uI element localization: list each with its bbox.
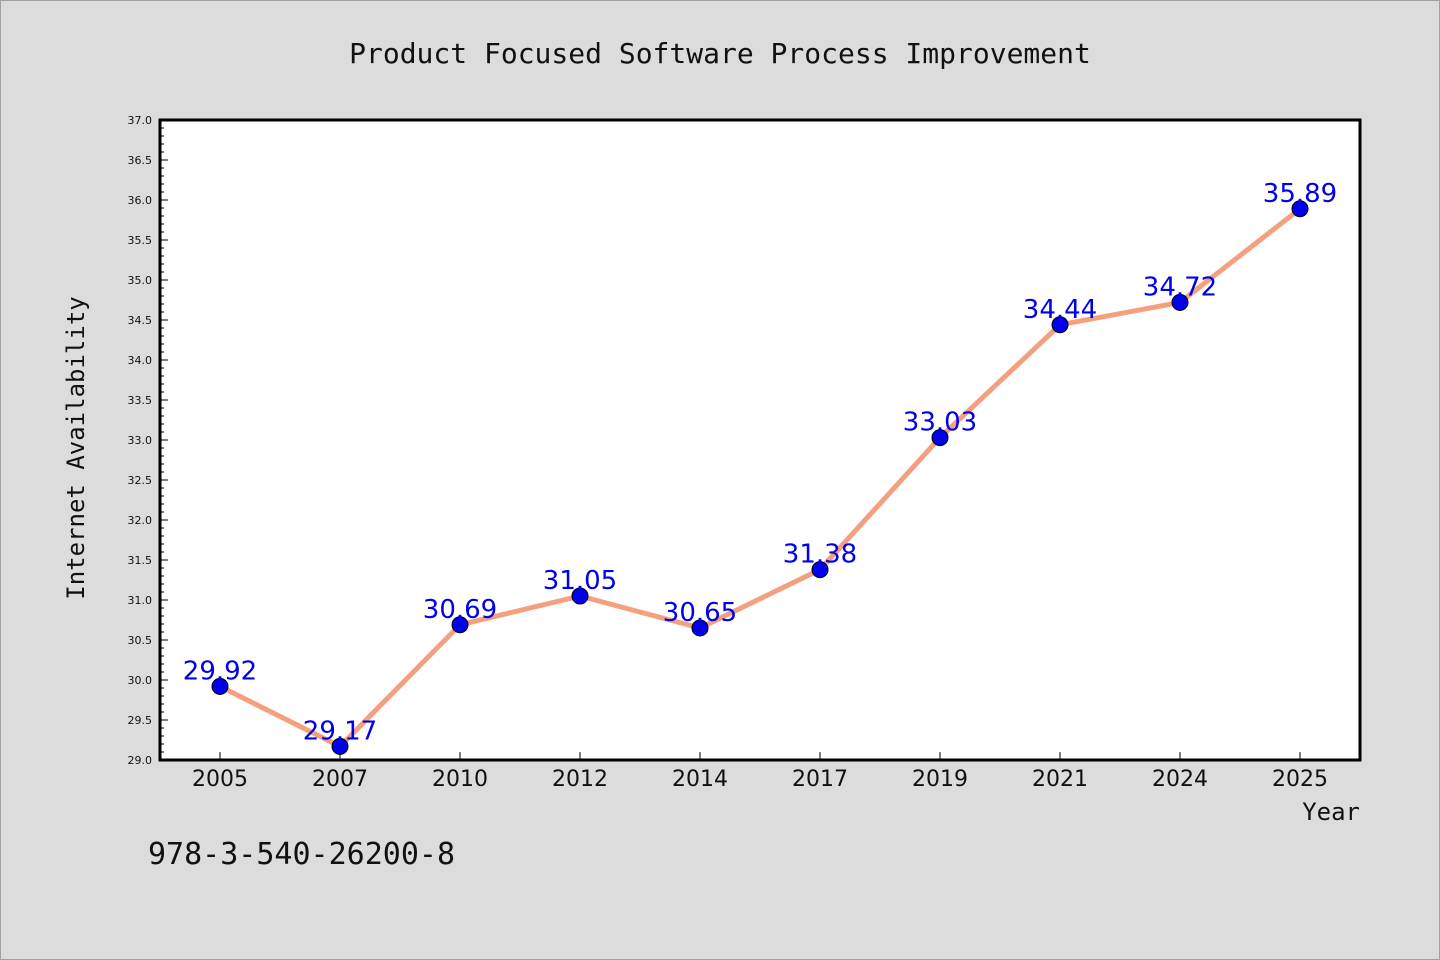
- y-tick-label: 29.5: [128, 714, 153, 727]
- x-tick-label: 2010: [432, 767, 488, 792]
- series-line: [218, 206, 1302, 749]
- data-label: 30.69: [423, 595, 497, 625]
- x-tick-label: 2021: [1032, 767, 1088, 792]
- y-tick-label: 30.5: [128, 634, 153, 647]
- data-label: 30.65: [663, 598, 737, 628]
- data-label: 31.05: [543, 566, 617, 596]
- y-tick-label: 32.5: [128, 474, 153, 487]
- x-tick-label: 2014: [672, 767, 728, 792]
- y-tick-label: 35.0: [128, 274, 153, 287]
- x-tick-label: 2007: [312, 767, 368, 792]
- data-label: 29.92: [183, 656, 257, 686]
- series-layer: 29.92 29.17 30.69 31.05 30.65 31.38 33.03 34.44…: [183, 179, 1337, 755]
- y-tick-label: 34.5: [128, 314, 153, 327]
- data-point: [1291, 200, 1309, 218]
- data-point: [931, 429, 949, 447]
- data-point: [211, 677, 229, 695]
- data-point: [811, 561, 829, 579]
- y-tick-label: 33.5: [128, 394, 153, 407]
- x-tick-label: 2012: [552, 767, 608, 792]
- x-tick-label: 2019: [912, 767, 968, 792]
- data-label: 34.44: [1023, 295, 1097, 325]
- data-point: [691, 619, 709, 637]
- y-tick-label: 36.0: [128, 194, 153, 207]
- data-label: 33.03: [903, 408, 977, 438]
- isbn-footnote: 978-3-540-26200-8: [148, 837, 455, 872]
- x-tick-label: 2024: [1152, 767, 1208, 792]
- data-point: [331, 737, 349, 755]
- y-tick-label: 31.0: [128, 594, 153, 607]
- y-axis-label: Internet Availability: [62, 296, 90, 599]
- y-tick-label: 30.0: [128, 674, 153, 687]
- y-tick-label: 33.0: [128, 434, 153, 447]
- x-axis-label: Year: [1302, 798, 1360, 826]
- y-tick-label: 34.0: [128, 354, 153, 367]
- data-label: 31.38: [783, 540, 857, 570]
- y-tick-label: 37.0: [128, 114, 153, 127]
- data-point: [451, 616, 469, 634]
- data-label: 29.17: [303, 716, 377, 746]
- x-tick-label: 2005: [192, 767, 248, 792]
- y-tick-label: 36.5: [128, 154, 153, 167]
- data-point: [1171, 293, 1189, 311]
- y-tick-label: 31.5: [128, 554, 153, 567]
- data-point: [571, 587, 589, 605]
- y-tick-label: 35.5: [128, 234, 153, 247]
- data-label: 34.72: [1143, 272, 1217, 302]
- plot-area: [158, 118, 1362, 762]
- x-axis: 2005 2007 2010 2012 2014 2017 2019 2021 2024 2025: [192, 752, 1328, 792]
- x-tick-label: 2025: [1272, 767, 1328, 792]
- data-label: 35.89: [1263, 179, 1337, 209]
- data-point: [1051, 316, 1069, 334]
- x-tick-label: 2017: [792, 767, 848, 792]
- y-axis: 29.0 29.5 30.0 30.5 31.0 31.5 32.0 32.5 33.0 33.5…: [128, 114, 168, 767]
- y-tick-label: 32.0: [128, 514, 153, 527]
- chart-title: Product Focused Software Process Improve…: [349, 37, 1091, 70]
- y-tick-label: 29.0: [128, 754, 153, 767]
